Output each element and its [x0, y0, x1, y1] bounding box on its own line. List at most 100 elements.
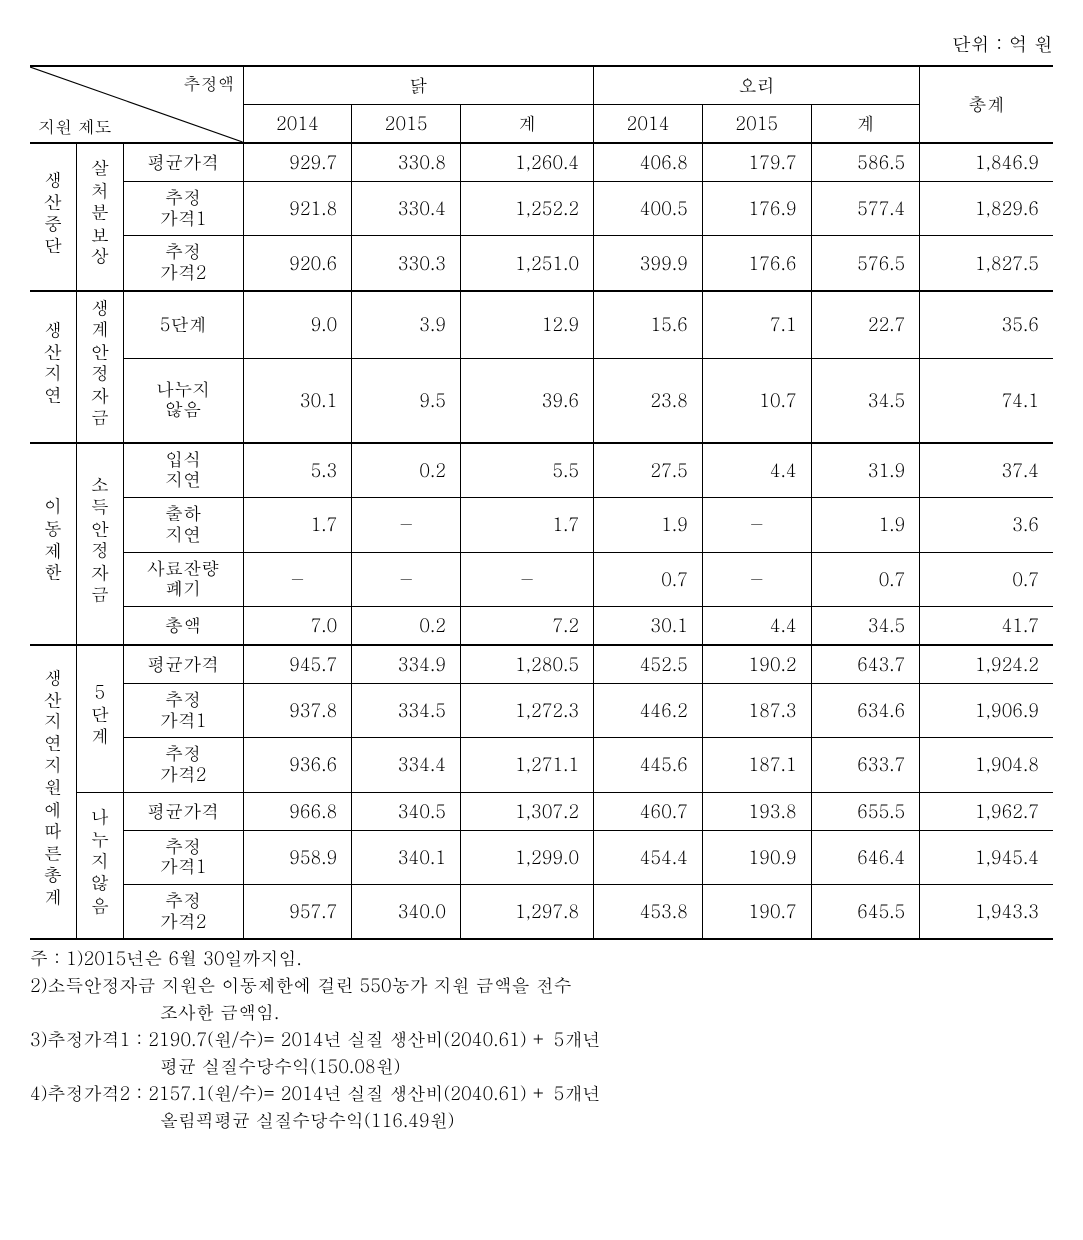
table-cell: 330.8 — [352, 143, 461, 182]
unit-label: 단위 : 억 원 — [30, 30, 1053, 57]
table-cell: 1.7 — [243, 498, 352, 552]
table-cell: 330.4 — [352, 182, 461, 236]
header-chicken-sub: 계 — [460, 105, 593, 144]
table-cell: 576.5 — [811, 236, 920, 291]
table-cell: 1,251.0 — [460, 236, 593, 291]
table-cell: 9.0 — [243, 291, 352, 359]
table-cell: 334.5 — [352, 683, 461, 737]
table-cell: 966.8 — [243, 792, 352, 830]
table-cell: 1,299.0 — [460, 830, 593, 884]
g4a-e2-label: 추정가격2 — [123, 738, 243, 792]
table-cell: 1,924.2 — [920, 645, 1053, 684]
table-cell: 460.7 — [594, 792, 703, 830]
table-cell: 5.5 — [460, 443, 593, 498]
table-cell: 5.3 — [243, 443, 352, 498]
header-chicken: 닭 — [243, 66, 594, 105]
table-cell: 190.2 — [702, 645, 811, 684]
table-cell: 1,827.5 — [920, 236, 1053, 291]
table-cell: 920.6 — [243, 236, 352, 291]
g4a-e1-label: 추정가격1 — [123, 683, 243, 737]
table-cell: 176.9 — [702, 182, 811, 236]
footnote-2: 2)소득안정자금 지원은 이동제한에 걸린 550농가 지원 금액을 전수 — [80, 973, 1053, 998]
g4-label: 생산지연지원에따른총계 — [41, 668, 66, 910]
table-cell: 400.5 — [594, 182, 703, 236]
table-cell: 921.8 — [243, 182, 352, 236]
table-cell: 399.9 — [594, 236, 703, 291]
table-cell: 340.5 — [352, 792, 461, 830]
footnote-1: 주 : 1)2015년은 6월 30일까지임. — [80, 946, 1053, 971]
g2-nd-label: 나누지않음 — [123, 358, 243, 442]
footnote-2-cont: 조사한 금액임. — [80, 1000, 1053, 1025]
table-cell: 454.4 — [594, 830, 703, 884]
header-chicken-2014: 2014 — [243, 105, 352, 144]
diag-header: 추정액 지원 제도 — [30, 66, 243, 143]
table-cell: 645.5 — [811, 885, 920, 940]
table-cell: 330.3 — [352, 236, 461, 291]
g3-in-label: 입식지연 — [123, 443, 243, 498]
table-cell: − — [243, 552, 352, 606]
table-cell: 1,829.6 — [920, 182, 1053, 236]
table-cell: 35.6 — [920, 291, 1053, 359]
table-cell: 3.9 — [352, 291, 461, 359]
table-cell: 937.8 — [243, 683, 352, 737]
table-cell: 445.6 — [594, 738, 703, 792]
header-diag-top: 추정액 — [184, 71, 235, 95]
g4-s1-label: 5단계 — [87, 683, 112, 749]
footnotes: 주 : 1)2015년은 6월 30일까지임. 2)소득안정자금 지원은 이동제… — [30, 946, 1053, 1133]
footnote-4-cont: 올림픽평균 실질수당수익(116.49원) — [80, 1108, 1053, 1133]
table-cell: 179.7 — [702, 143, 811, 182]
g4-s2-label: 나누지않음 — [87, 808, 112, 918]
table-cell: 3.6 — [920, 498, 1053, 552]
table-cell: 340.1 — [352, 830, 461, 884]
g1-e2-label: 추정가격2 — [123, 236, 243, 291]
table-cell: 30.1 — [243, 358, 352, 442]
g1-e1-label: 추정가격1 — [123, 182, 243, 236]
data-table: 추정액 지원 제도 닭 오리 총계 2014 2015 계 2014 2015 … — [30, 65, 1053, 940]
table-cell: 655.5 — [811, 792, 920, 830]
table-cell: 7.2 — [460, 606, 593, 645]
g4a-avg-label: 평균가격 — [123, 645, 243, 684]
table-cell: 1.9 — [594, 498, 703, 552]
table-cell: 453.8 — [594, 885, 703, 940]
header-duck-2014: 2014 — [594, 105, 703, 144]
g2-s5-label: 5단계 — [123, 291, 243, 359]
footnote-3: 3)추정가격1 : 2190.7(원/수)= 2014년 실질 생산비(2040… — [80, 1027, 1053, 1052]
table-cell: 958.9 — [243, 830, 352, 884]
table-cell: 1,904.8 — [920, 738, 1053, 792]
header-diag-bottom: 지원 제도 — [38, 114, 112, 138]
header-duck: 오리 — [594, 66, 920, 105]
table-cell: 634.6 — [811, 683, 920, 737]
table-cell: 23.8 — [594, 358, 703, 442]
table-cell: 39.6 — [460, 358, 593, 442]
table-cell: 7.0 — [243, 606, 352, 645]
g4b-e2-label: 추정가격2 — [123, 885, 243, 940]
g1-avg-label: 평균가격 — [123, 143, 243, 182]
table-cell: 334.9 — [352, 645, 461, 684]
table-cell: 176.6 — [702, 236, 811, 291]
table-cell: 10.7 — [702, 358, 811, 442]
table-cell: 15.6 — [594, 291, 703, 359]
table-cell: 12.9 — [460, 291, 593, 359]
table-cell: 187.3 — [702, 683, 811, 737]
table-cell: 1,260.4 — [460, 143, 593, 182]
table-cell: 1,846.9 — [920, 143, 1053, 182]
table-cell: 37.4 — [920, 443, 1053, 498]
table-cell: 936.6 — [243, 738, 352, 792]
table-cell: − — [702, 498, 811, 552]
table-cell: 22.7 — [811, 291, 920, 359]
table-cell: 1,252.2 — [460, 182, 593, 236]
g3-label: 이동제한 — [41, 497, 66, 585]
table-cell: 945.7 — [243, 645, 352, 684]
g3-sublabel: 소득안정자금 — [87, 475, 112, 607]
table-cell: 334.4 — [352, 738, 461, 792]
table-cell: 1.9 — [811, 498, 920, 552]
table-cell: 1,280.5 — [460, 645, 593, 684]
table-cell: 446.2 — [594, 683, 703, 737]
footnote-4: 4)추정가격2 : 2157.1(원/수)= 2014년 실질 생산비(2040… — [80, 1081, 1053, 1106]
table-cell: 7.1 — [702, 291, 811, 359]
table-cell: 190.9 — [702, 830, 811, 884]
table-cell: 1,297.8 — [460, 885, 593, 940]
table-cell: 74.1 — [920, 358, 1053, 442]
table-cell: 0.7 — [920, 552, 1053, 606]
header-total: 총계 — [920, 66, 1053, 143]
